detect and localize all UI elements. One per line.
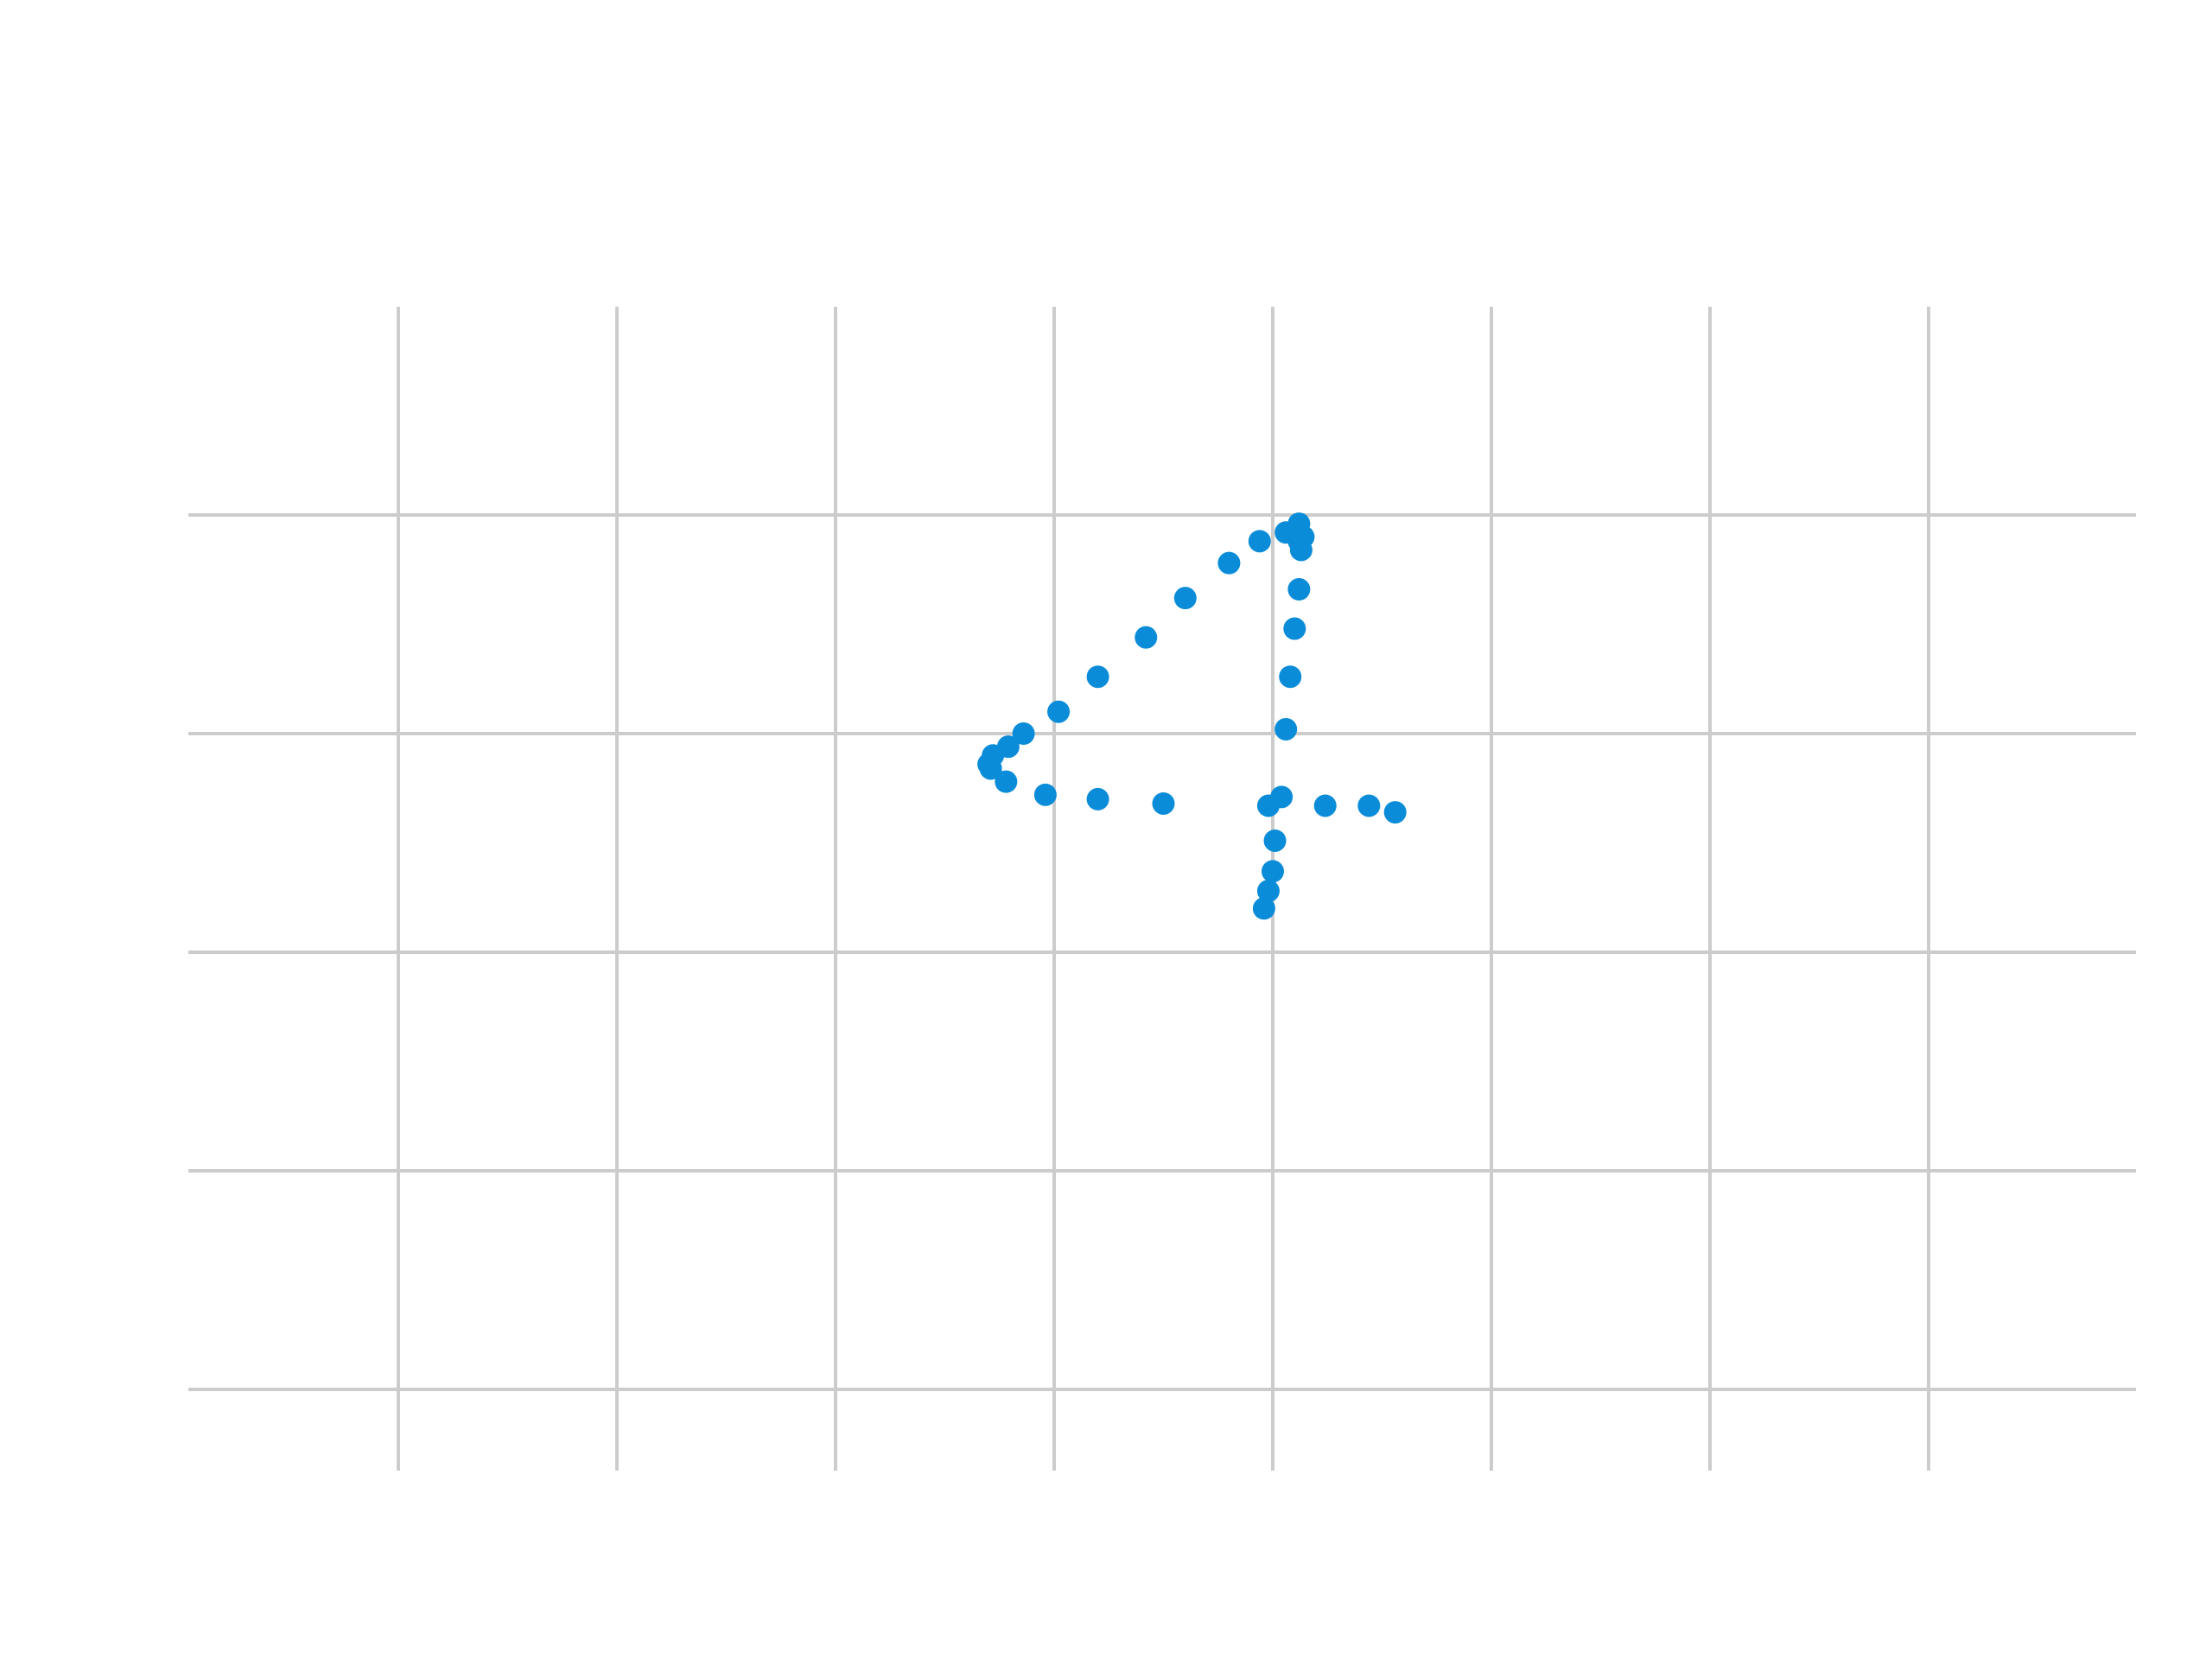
data-point (1383, 801, 1407, 824)
data-point (1086, 665, 1109, 689)
data-point (1270, 785, 1294, 809)
data-point (1248, 530, 1271, 553)
data-point (1173, 587, 1197, 610)
data-point (1152, 791, 1175, 815)
data-point (1047, 700, 1071, 723)
data-point (1263, 829, 1287, 852)
data-point (1256, 880, 1280, 903)
data-point (1289, 538, 1313, 562)
data-point (1279, 665, 1302, 689)
data-point (1287, 578, 1311, 601)
data-point (995, 770, 1018, 793)
data-point (1313, 794, 1337, 817)
data-point (1283, 617, 1306, 640)
data-point (1135, 626, 1158, 649)
data-point (1262, 860, 1284, 883)
data-point (1086, 787, 1109, 810)
grid-layer (188, 307, 2136, 1471)
data-point (1033, 783, 1057, 806)
data-point (1274, 717, 1298, 741)
points-layer (977, 512, 1407, 920)
data-point (1252, 897, 1275, 920)
data-point (979, 757, 1002, 780)
data-point (1357, 794, 1381, 817)
data-point (1217, 551, 1241, 575)
data-point (1012, 722, 1035, 745)
